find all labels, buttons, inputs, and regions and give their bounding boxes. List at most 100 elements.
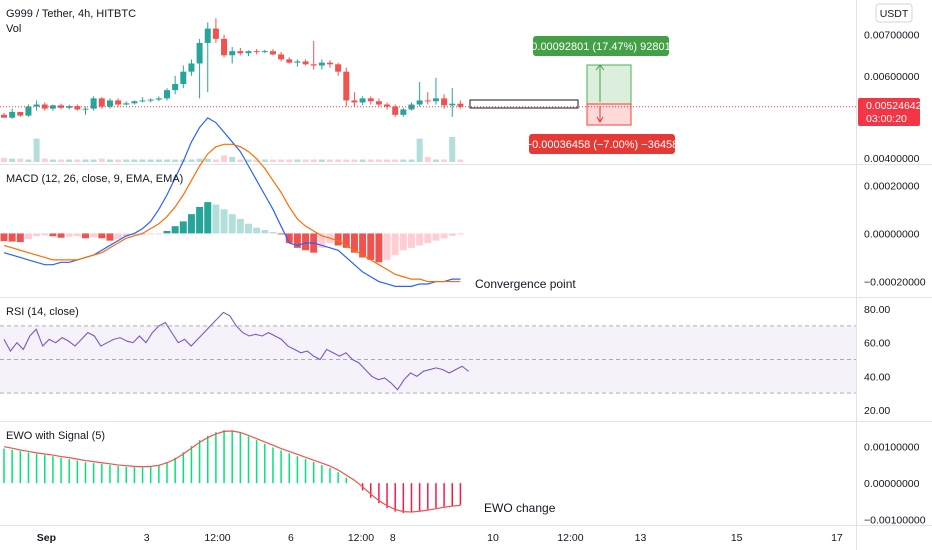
candle-body <box>25 106 32 116</box>
volume-bar <box>139 159 146 162</box>
time-tick-label: 13 <box>635 532 647 544</box>
volume-title[interactable]: Vol <box>6 23 21 35</box>
candle-body <box>164 90 170 99</box>
macd-tick-label: 0.00000000 <box>864 228 920 240</box>
candle-body <box>441 98 448 106</box>
ewo-annotation[interactable]: EWO change <box>484 501 556 515</box>
candle-body <box>204 28 211 43</box>
entry-line-box[interactable] <box>469 99 579 109</box>
volume-bar <box>375 159 382 162</box>
macd-histogram-bar <box>187 214 195 234</box>
macd-title[interactable]: MACD (12, 26, close, 9, EMA, EMA) <box>6 173 183 185</box>
price-tag-countdown: 03:00:20 <box>866 113 907 125</box>
macd-histogram-bar <box>106 233 114 241</box>
macd-histogram-bar <box>57 233 65 238</box>
time-tick-label: 6 <box>288 532 294 544</box>
profit-label: 0.00092801 (17.47%) 92801 <box>531 41 670 53</box>
volume-bar <box>335 159 342 162</box>
macd-histogram-bar <box>440 233 448 239</box>
macd-histogram-bar <box>155 233 163 235</box>
symbol-title[interactable]: G999 / Tether, 4h, HITBTC <box>6 8 136 20</box>
macd-histogram-bar <box>139 233 147 235</box>
ewo-tick-label: 0.00100000 <box>864 442 920 454</box>
ewo-title[interactable]: EWO with Signal (5) <box>6 430 105 442</box>
volume-bar <box>221 155 228 162</box>
macd-histogram-bar <box>212 204 220 234</box>
macd-histogram-bar <box>261 230 269 234</box>
loss-zone <box>586 103 632 126</box>
volume-bar <box>318 159 325 162</box>
rsi-title[interactable]: RSI (14, close) <box>6 306 79 318</box>
volume-bar <box>33 138 40 162</box>
price-pane <box>1 18 464 162</box>
candle-body <box>351 100 358 103</box>
candle-body <box>155 98 162 100</box>
macd-histogram-bar <box>285 233 293 244</box>
candle-body <box>302 61 309 65</box>
volume-bar <box>1 157 7 162</box>
candle-body <box>115 100 122 105</box>
volume-bar <box>367 159 374 162</box>
volume-bar <box>155 159 162 162</box>
time-tick-label: 3 <box>144 532 150 544</box>
profit-arrow-head <box>595 64 605 71</box>
candle-body <box>49 105 56 109</box>
candle-body <box>82 108 89 110</box>
price-tick-label: 0.00400000 <box>864 153 920 165</box>
candle-body <box>310 64 317 66</box>
candle-body <box>106 100 113 107</box>
volume-bar <box>188 159 195 162</box>
convergence-annotation[interactable]: Convergence point <box>475 277 576 291</box>
volume-bar <box>294 159 301 162</box>
macd-histogram-bar <box>16 233 24 243</box>
currency-button-label[interactable]: USDT <box>880 8 909 20</box>
volume-bar <box>441 159 448 162</box>
macd-histogram-bar <box>456 233 464 235</box>
time-tick-label: 8 <box>390 532 396 544</box>
macd-histogram-bar <box>383 233 391 260</box>
volume-bar <box>9 158 16 162</box>
macd-histogram-bar <box>350 233 358 253</box>
candle-body <box>269 51 276 55</box>
candle-body <box>327 62 333 65</box>
macd-histogram-bar <box>33 233 41 237</box>
candle-body <box>147 99 154 101</box>
volume-bar <box>172 159 179 162</box>
volume-bar <box>359 159 366 162</box>
candle-body <box>196 42 203 64</box>
macd-histogram-bar <box>359 233 367 258</box>
candle-body <box>1 114 7 118</box>
volume-bar <box>123 159 130 162</box>
candle-body <box>33 104 40 107</box>
rsi-tick-label: 40.00 <box>864 371 890 383</box>
macd-histogram-bar <box>24 233 32 240</box>
ewo-tick-label: 0.00000000 <box>864 478 920 490</box>
volume-bar <box>196 158 203 162</box>
volume-bar <box>17 158 24 162</box>
candle-body <box>237 51 244 54</box>
volume-bar <box>310 159 317 162</box>
time-tick-label: 15 <box>731 532 743 544</box>
candle-body <box>367 98 374 102</box>
price-tick-label: 0.00700000 <box>864 30 920 42</box>
profit-label-box <box>533 36 669 56</box>
price-tag: 0.00524642 03:00:20 <box>858 98 922 126</box>
candle-body <box>9 111 16 118</box>
macd-histogram-bar <box>416 233 424 246</box>
candle-body <box>180 71 187 84</box>
candle-body <box>294 61 301 63</box>
candle-body <box>41 104 48 109</box>
volume-bar <box>432 159 439 162</box>
macd-pane <box>0 117 464 287</box>
long-position-tool[interactable]: 0.00092801 (17.47%) 92801 −0.00036458 (−… <box>469 36 678 154</box>
macd-histogram-bar <box>147 233 155 235</box>
currency-button-box[interactable] <box>875 3 913 23</box>
profit-zone <box>586 64 632 105</box>
volume-bar <box>457 159 464 162</box>
volume-bar <box>131 159 138 162</box>
volume-bar <box>449 137 456 162</box>
volume-bar <box>41 158 48 162</box>
volume-bar <box>245 159 252 162</box>
currency-button[interactable]: USDT <box>875 3 913 23</box>
